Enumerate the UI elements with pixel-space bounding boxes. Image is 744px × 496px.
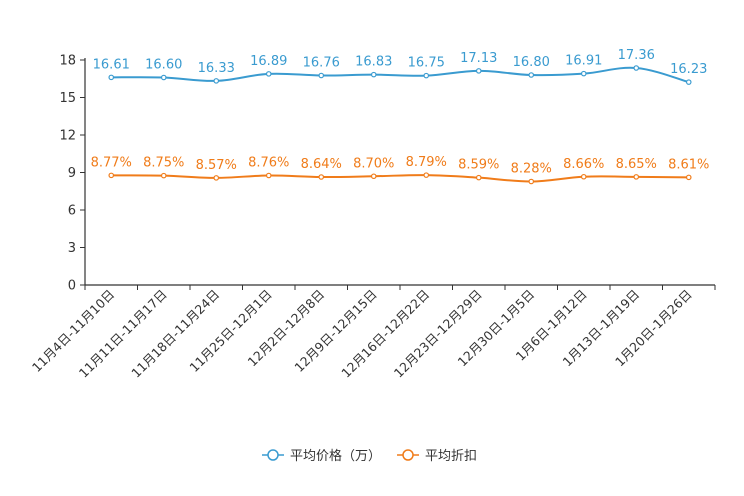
data-label: 17.13 <box>460 51 497 66</box>
data-point[interactable] <box>423 172 430 178</box>
data-point[interactable] <box>213 78 220 84</box>
axes: 036912151811月4日-11月10日11月11日-11月17日11月18… <box>29 54 716 381</box>
data-label: 16.89 <box>250 54 287 69</box>
data-point[interactable] <box>580 173 587 180</box>
data-point[interactable] <box>685 174 692 181</box>
data-label: 8.77% <box>91 155 132 170</box>
data-label: 16.60 <box>145 58 182 73</box>
data-label: 8.64% <box>301 157 342 172</box>
data-label: 16.33 <box>198 61 235 76</box>
data-label: 8.57% <box>196 158 237 173</box>
x-tick-label: 11月11日-11月17日 <box>76 287 170 381</box>
data-point[interactable] <box>108 172 115 179</box>
legend-item-2[interactable]: 平均折扣 <box>397 449 477 464</box>
series-1: 16.61 16.60 16.33 16.89 16.76 16.83 16.75 17.13… <box>93 48 707 85</box>
data-point[interactable] <box>265 71 272 77</box>
data-point[interactable] <box>160 74 167 81</box>
data-point[interactable] <box>423 72 430 79</box>
data-label: 8.76% <box>248 156 289 171</box>
data-label: 16.83 <box>355 55 392 70</box>
legend-marker-icon <box>402 449 414 461</box>
data-point[interactable] <box>370 173 377 180</box>
y-tick-label: 6 <box>68 204 76 219</box>
data-point[interactable] <box>528 178 535 185</box>
x-tick-label: 12月16日-12月22日 <box>338 287 432 381</box>
data-point[interactable] <box>685 79 692 85</box>
y-tick-label: 15 <box>59 91 76 106</box>
series-line <box>111 174 689 183</box>
data-point[interactable] <box>318 72 325 79</box>
legend-label: 平均价格（万） <box>290 448 381 464</box>
data-label: 8.75% <box>143 156 184 171</box>
data-point[interactable] <box>475 68 482 74</box>
x-tick-label: 12月23日-12月29日 <box>391 287 485 381</box>
data-point[interactable] <box>633 65 640 71</box>
data-point[interactable] <box>213 175 220 181</box>
series-group: 16.61 16.60 16.33 16.89 16.76 16.83 16.75 17.13… <box>91 48 709 185</box>
data-label: 17.36 <box>618 48 655 63</box>
data-label: 16.61 <box>93 57 130 72</box>
data-point[interactable] <box>108 74 115 81</box>
data-label: 8.70% <box>353 156 394 171</box>
data-label: 8.66% <box>563 157 604 172</box>
data-label: 8.61% <box>668 157 709 172</box>
data-point[interactable] <box>633 174 640 180</box>
legend-marker-icon <box>267 449 279 461</box>
data-label: 8.79% <box>406 155 447 170</box>
series-2: 8.77% 8.75% 8.57% 8.76% 8.64% 8.70% 8.79% 8.59%… <box>91 155 709 185</box>
data-label: 16.23 <box>670 62 707 77</box>
data-label: 16.75 <box>408 56 445 71</box>
legend[interactable]: 平均价格（万） 平均折扣 <box>262 448 477 464</box>
data-point[interactable] <box>475 174 482 181</box>
data-point[interactable] <box>318 174 325 180</box>
y-tick-label: 3 <box>68 241 76 256</box>
data-label: 16.76 <box>303 56 340 71</box>
data-label: 16.91 <box>565 54 602 69</box>
y-tick-label: 18 <box>59 54 76 69</box>
data-label: 8.59% <box>458 158 499 173</box>
data-label: 8.28% <box>511 162 552 177</box>
data-point[interactable] <box>528 72 535 78</box>
legend-label: 平均折扣 <box>425 449 477 464</box>
data-point[interactable] <box>370 71 377 78</box>
x-tick-label: 11月18日-11月24日 <box>128 287 222 381</box>
y-tick-label: 0 <box>68 279 76 294</box>
data-point[interactable] <box>580 70 587 77</box>
data-point[interactable] <box>160 172 167 179</box>
y-tick-label: 9 <box>68 166 76 181</box>
series-line <box>111 66 690 84</box>
data-label: 16.80 <box>513 55 550 70</box>
data-label: 8.65% <box>616 157 657 172</box>
legend-item-1[interactable]: 平均价格（万） <box>262 448 381 464</box>
y-tick-label: 12 <box>59 129 76 144</box>
data-point[interactable] <box>265 172 272 179</box>
